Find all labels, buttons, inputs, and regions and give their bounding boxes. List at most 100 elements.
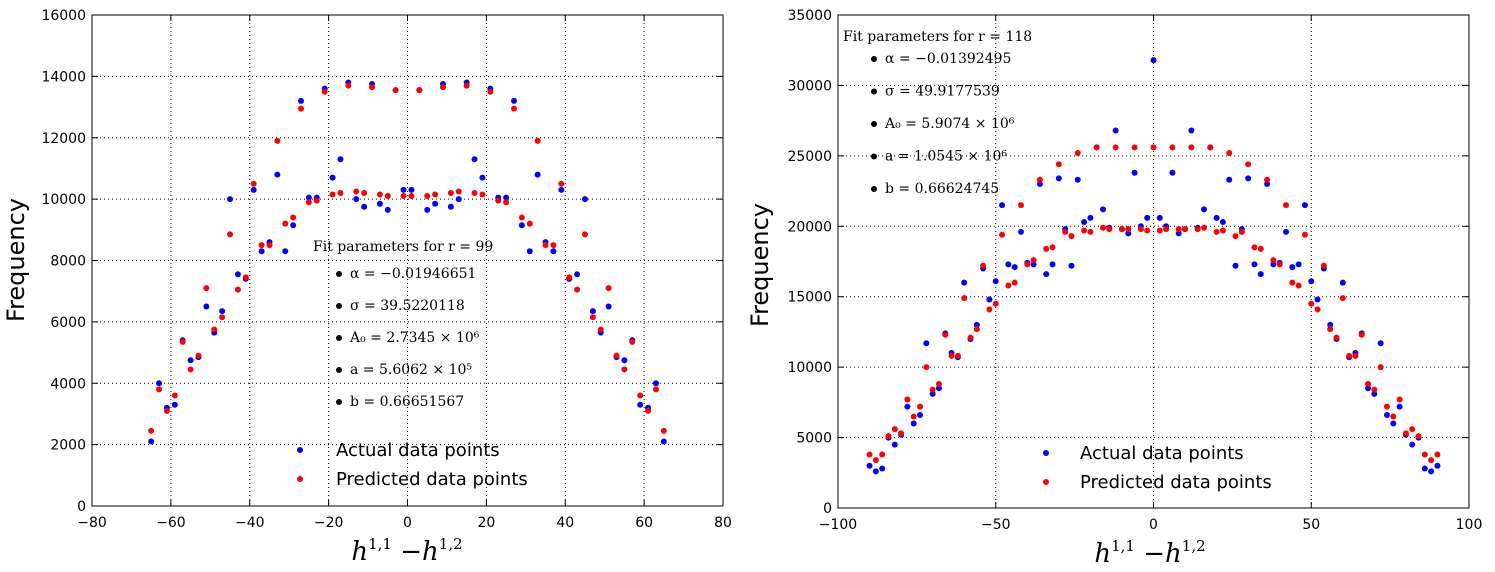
- data-point-actual: [1434, 462, 1441, 469]
- data-point-predicted: [463, 82, 470, 89]
- data-point-predicted: [1434, 451, 1441, 458]
- x-tick-label: −100: [819, 517, 857, 533]
- fit-parameter-item: a = 5.6062 × 10⁵: [350, 362, 472, 378]
- data-point-predicted: [986, 306, 993, 313]
- data-point-predicted: [999, 231, 1006, 238]
- data-point-predicted: [1131, 144, 1138, 151]
- data-point-predicted: [992, 300, 999, 307]
- data-point-predicted: [904, 396, 911, 403]
- data-point-predicted: [1175, 226, 1182, 233]
- fit-parameter-bullet: [336, 367, 342, 373]
- data-point-actual: [992, 278, 999, 285]
- data-point-predicted: [171, 392, 178, 399]
- data-point-predicted: [1428, 457, 1435, 464]
- data-point-actual: [1232, 262, 1239, 269]
- data-point-actual: [1219, 219, 1226, 226]
- data-point-actual: [455, 196, 462, 203]
- data-point-actual: [290, 222, 297, 229]
- data-point-predicted: [219, 314, 226, 321]
- data-point-predicted: [872, 457, 879, 464]
- data-point-predicted: [1371, 386, 1378, 393]
- fit-parameter-bullet: [871, 88, 877, 95]
- data-point-predicted: [1017, 202, 1024, 209]
- data-point-actual: [973, 321, 980, 328]
- data-point-actual: [923, 340, 930, 347]
- data-point-actual: [1283, 228, 1290, 235]
- data-point-predicted: [1005, 282, 1012, 289]
- data-point-actual: [1156, 214, 1163, 221]
- data-point-predicted: [313, 197, 320, 204]
- data-point-predicted: [416, 87, 423, 94]
- data-point-predicted: [298, 105, 305, 112]
- data-point-actual: [1074, 176, 1081, 183]
- data-point-predicted: [1188, 144, 1195, 151]
- data-point-predicted: [1213, 228, 1220, 235]
- data-point-predicted: [581, 231, 588, 238]
- y-tick-label: 14000: [41, 69, 86, 85]
- data-point-predicted: [942, 331, 949, 338]
- data-point-predicted: [1301, 231, 1308, 238]
- data-point-predicted: [376, 191, 383, 198]
- x-axis-label-left: h1,1 −h1,2: [351, 535, 462, 567]
- x-tick-label: −80: [77, 515, 107, 531]
- data-point-predicted: [258, 242, 265, 249]
- data-point-predicted: [163, 407, 170, 414]
- data-point-predicted: [1358, 331, 1365, 338]
- legend-right: Actual data points Predicted data points: [1043, 443, 1272, 493]
- data-point-predicted: [250, 180, 257, 187]
- data-point-predicted: [384, 193, 391, 200]
- data-point-actual: [1017, 228, 1024, 235]
- data-point-actual: [1339, 279, 1346, 286]
- data-point-predicted: [605, 285, 612, 292]
- points-left: [148, 79, 667, 445]
- fit-parameter-bullet: [336, 271, 342, 277]
- data-point-predicted: [1226, 150, 1233, 157]
- data-point-actual: [621, 357, 628, 364]
- data-point-actual: [1289, 264, 1296, 271]
- data-point-actual: [353, 196, 360, 203]
- data-point-predicted: [203, 285, 210, 292]
- y-tick-label: 2000: [50, 438, 86, 454]
- ticks-right: −100 −50 0 50 100 0 5000 10000 15000 20000 25000 30…: [787, 8, 1482, 533]
- data-point-actual: [1125, 230, 1132, 237]
- data-point-actual: [187, 357, 194, 364]
- x-tick-label: 50: [1302, 517, 1320, 533]
- chart-left: −80 −60 −40 −20 0 20 40 60 80 0 2000 4000 6000 8000 10…: [2, 8, 732, 567]
- data-point-actual: [1308, 278, 1315, 285]
- data-point-actual: [961, 279, 968, 286]
- data-point-predicted: [891, 426, 898, 433]
- data-point-predicted: [290, 214, 297, 221]
- data-point-actual: [929, 390, 936, 397]
- data-point-actual: [258, 248, 265, 255]
- y-tick-label: 8000: [50, 254, 86, 270]
- data-point-predicted: [1081, 227, 1088, 234]
- data-point-predicted: [1207, 144, 1214, 151]
- fit-parameter-bullet: [871, 121, 877, 127]
- data-point-predicted: [967, 334, 974, 341]
- data-point-predicted: [195, 352, 202, 359]
- data-point-actual: [1112, 127, 1119, 134]
- data-point-predicted: [1383, 403, 1390, 410]
- data-point-predicted: [305, 199, 312, 206]
- data-point-predicted: [455, 188, 462, 195]
- data-point-actual: [424, 206, 431, 213]
- y-axis-label-right: Frequency: [746, 203, 774, 327]
- data-point-predicted: [345, 82, 352, 89]
- data-point-actual: [660, 438, 667, 445]
- data-point-predicted: [566, 274, 573, 281]
- legend-label-predicted-left: Predicted data points: [336, 469, 528, 490]
- data-point-predicted: [1270, 257, 1277, 264]
- data-point-predicted: [1308, 300, 1315, 307]
- x-tick-label: −50: [981, 517, 1011, 533]
- data-point-predicted: [1238, 228, 1245, 235]
- data-point-actual: [637, 401, 644, 408]
- data-point-predicted: [1049, 244, 1056, 251]
- x-tick-label: 80: [714, 515, 732, 531]
- data-point-actual: [1100, 206, 1107, 213]
- data-point-predicted: [1169, 144, 1176, 151]
- data-point-actual: [866, 462, 873, 469]
- fit-parameter-bullet: [336, 335, 342, 341]
- x-tick-label: 60: [635, 515, 653, 531]
- data-point-actual: [1213, 214, 1220, 221]
- data-point-actual: [1049, 261, 1056, 268]
